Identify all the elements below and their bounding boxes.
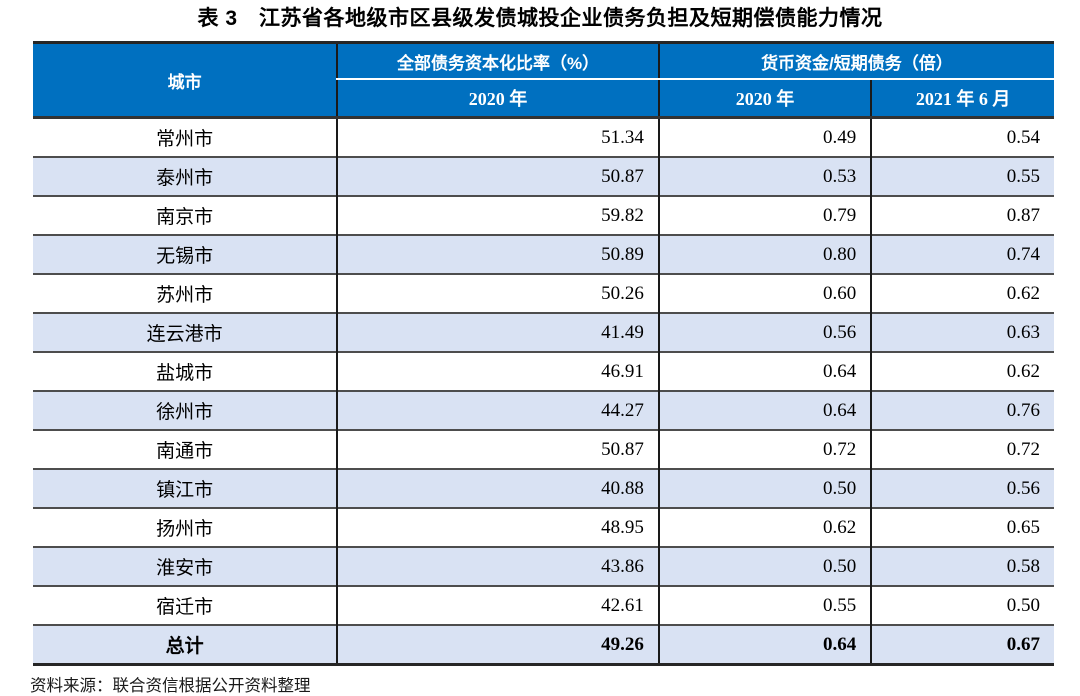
cell-debt-ratio-2020: 51.34	[336, 116, 659, 157]
cell-cash-2021-jun: 0.87	[870, 195, 1054, 235]
cell-city: 淮安市	[33, 546, 338, 586]
cell-cash-2020: 0.80	[657, 234, 872, 274]
col-header-cash-to-short-term-debt: 货币资金/短期债务（倍）	[657, 41, 1054, 80]
subcol-header-cash-2021-jun: 2021 年 6 月	[870, 79, 1054, 119]
cell-debt-ratio-2020: 46.91	[336, 351, 659, 391]
cell-cash-2020: 0.64	[657, 624, 872, 666]
cell-cash-2021-jun: 0.62	[870, 351, 1054, 391]
cell-cash-2021-jun: 0.50	[870, 585, 1054, 625]
cell-debt-ratio-2020: 40.88	[336, 468, 659, 508]
cell-city: 无锡市	[33, 234, 338, 274]
cell-debt-ratio-2020: 43.86	[336, 546, 659, 586]
cell-city: 总计	[33, 624, 338, 666]
col-header-debt-capitalization-ratio: 全部债务资本化比率（%）	[336, 41, 659, 80]
cell-cash-2020: 0.50	[657, 468, 872, 508]
header-row-periods: 2020 年 2020 年 2021 年 6 月	[33, 79, 1054, 119]
table-row: 泰州市 50.87 0.53 0.55	[33, 156, 1054, 196]
cell-cash-2020: 0.50	[657, 546, 872, 586]
cell-city: 常州市	[33, 116, 338, 157]
cell-cash-2020: 0.49	[657, 116, 872, 157]
table-row: 连云港市 41.49 0.56 0.63	[33, 312, 1054, 352]
cell-cash-2020: 0.60	[657, 273, 872, 313]
cell-debt-ratio-2020: 50.26	[336, 273, 659, 313]
cell-cash-2020: 0.79	[657, 195, 872, 235]
cell-cash-2020: 0.53	[657, 156, 872, 196]
cell-cash-2021-jun: 0.56	[870, 468, 1054, 508]
cell-debt-ratio-2020: 44.27	[336, 390, 659, 430]
cell-cash-2021-jun: 0.54	[870, 116, 1054, 157]
cell-cash-2021-jun: 0.67	[870, 624, 1054, 666]
cell-city: 扬州市	[33, 507, 338, 547]
cell-debt-ratio-2020: 50.87	[336, 429, 659, 469]
cell-city: 盐城市	[33, 351, 338, 391]
table-row: 无锡市 50.89 0.80 0.74	[33, 234, 1054, 274]
cell-cash-2020: 0.62	[657, 507, 872, 547]
table-row: 盐城市 46.91 0.64 0.62	[33, 351, 1054, 391]
cell-cash-2021-jun: 0.58	[870, 546, 1054, 586]
cell-cash-2021-jun: 0.55	[870, 156, 1054, 196]
cell-cash-2020: 0.55	[657, 585, 872, 625]
cell-city: 宿迁市	[33, 585, 338, 625]
cell-city: 连云港市	[33, 312, 338, 352]
cell-city: 泰州市	[33, 156, 338, 196]
table-row: 徐州市 44.27 0.64 0.76	[33, 390, 1054, 430]
cell-debt-ratio-2020: 59.82	[336, 195, 659, 235]
cell-cash-2020: 0.64	[657, 351, 872, 391]
table-row-total: 总计 49.26 0.64 0.67	[33, 624, 1054, 666]
source-note: 资料来源：联合资信根据公开资料整理	[30, 676, 311, 695]
col-header-city: 城市	[33, 41, 338, 119]
table-row: 苏州市 50.26 0.60 0.62	[33, 273, 1054, 313]
cell-city: 徐州市	[33, 390, 338, 430]
cell-cash-2021-jun: 0.62	[870, 273, 1054, 313]
cell-city: 南通市	[33, 429, 338, 469]
cell-city: 苏州市	[33, 273, 338, 313]
cell-cash-2021-jun: 0.76	[870, 390, 1054, 430]
header-row-groups: 城市 全部债务资本化比率（%） 货币资金/短期债务（倍）	[33, 41, 1054, 119]
cell-debt-ratio-2020: 48.95	[336, 507, 659, 547]
table-row: 常州市 51.34 0.49 0.54	[33, 116, 1054, 157]
subcol-header-cash-2020: 2020 年	[657, 79, 872, 119]
cell-debt-ratio-2020: 50.87	[336, 156, 659, 196]
cell-cash-2021-jun: 0.74	[870, 234, 1054, 274]
table-row: 南通市 50.87 0.72 0.72	[33, 429, 1054, 469]
cell-cash-2021-jun: 0.63	[870, 312, 1054, 352]
cell-city: 镇江市	[33, 468, 338, 508]
subcol-header-debt-ratio-2020: 2020 年	[336, 79, 659, 119]
cell-debt-ratio-2020: 42.61	[336, 585, 659, 625]
table-row: 宿迁市 42.61 0.55 0.50	[33, 585, 1054, 625]
table-row: 镇江市 40.88 0.50 0.56	[33, 468, 1054, 508]
cell-cash-2021-jun: 0.65	[870, 507, 1054, 547]
cell-cash-2021-jun: 0.72	[870, 429, 1054, 469]
cell-city: 南京市	[33, 195, 338, 235]
table-header: 城市 全部债务资本化比率（%） 货币资金/短期债务（倍） 2020 年 2020…	[33, 41, 1054, 119]
cell-debt-ratio-2020: 41.49	[336, 312, 659, 352]
table-body: 常州市 51.34 0.49 0.54 泰州市 50.87 0.53 0.55 南京市 59.82…	[33, 116, 1054, 666]
cell-cash-2020: 0.72	[657, 429, 872, 469]
cell-debt-ratio-2020: 49.26	[336, 624, 659, 666]
table-row: 南京市 59.82 0.79 0.87	[33, 195, 1054, 235]
cell-cash-2020: 0.64	[657, 390, 872, 430]
cell-debt-ratio-2020: 50.89	[336, 234, 659, 274]
table-row: 淮安市 43.86 0.50 0.58	[33, 546, 1054, 586]
table-title: 表 3 江苏省各地级市区县级发债城投企业债务负担及短期偿债能力情况	[197, 7, 883, 30]
cell-cash-2020: 0.56	[657, 312, 872, 352]
debt-capacity-table: 城市 全部债务资本化比率（%） 货币资金/短期债务（倍） 2020 年 2020…	[33, 41, 1054, 666]
table-row: 扬州市 48.95 0.62 0.65	[33, 507, 1054, 547]
